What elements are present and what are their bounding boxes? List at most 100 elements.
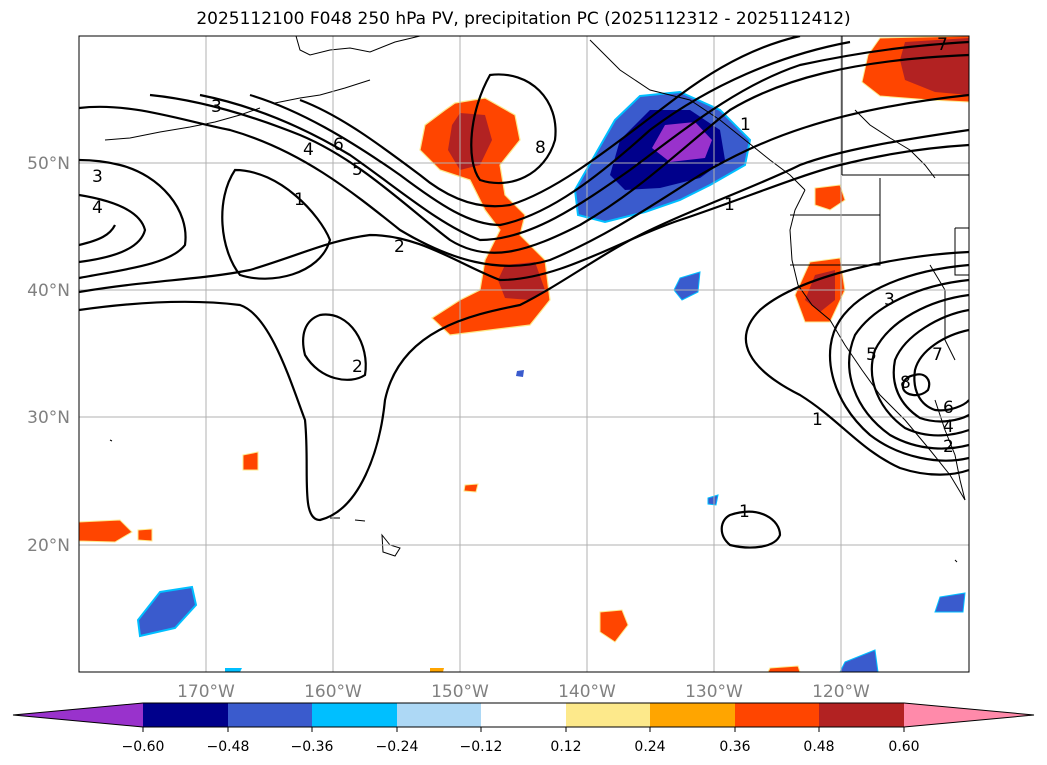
- colorbar-extend-max: [904, 703, 1034, 727]
- colorbar-tick-label: 0.24: [634, 739, 665, 755]
- colorbar: −0.60 −0.48 −0.36 −0.24 −0.12 0.12 0.24 …: [12, 702, 1035, 755]
- precip-negative-region: [934, 592, 966, 613]
- lon-tick-label: 140°W: [558, 682, 616, 702]
- contour-label: 3: [884, 290, 895, 310]
- pv-contour: [470, 73, 557, 185]
- colorbar-tick-label: 0.60: [888, 739, 919, 755]
- map-title: 2025112100 F048 250 hPa PV, precipitatio…: [196, 9, 851, 29]
- pv-contour: [870, 293, 969, 437]
- pv-contour: [913, 328, 969, 412]
- precip-positive-region: [463, 483, 479, 493]
- pv-contour: [79, 143, 969, 294]
- contour-label: 8: [535, 138, 546, 158]
- pv-contour: [79, 93, 969, 267]
- lat-tick-label: 50°N: [27, 154, 70, 174]
- map-frame: [78, 35, 970, 673]
- contour-label: 6: [943, 398, 954, 418]
- colorbar-segment: [397, 703, 481, 727]
- contour-label: 2: [943, 437, 954, 457]
- colorbar-tick-label: 0.36: [719, 739, 750, 755]
- colorbar-segment: [650, 703, 735, 727]
- colorbar-segment: [566, 703, 650, 727]
- pv-contours: [79, 36, 969, 549]
- pv-contour: [79, 128, 969, 522]
- precip-negative-region: [516, 370, 524, 377]
- colorbar-tick-label: −0.12: [460, 739, 503, 755]
- precip-positive-core: [805, 270, 835, 312]
- colorbar-tick-label: −0.60: [122, 739, 165, 755]
- pv-contour: [848, 278, 969, 450]
- contour-label: 1: [294, 190, 305, 210]
- pv-contour: [901, 373, 931, 397]
- contour-label: 2: [394, 237, 405, 257]
- pv-contour: [79, 193, 147, 264]
- contour-label: 4: [303, 140, 314, 160]
- pv-contour: [79, 158, 187, 280]
- coastlines: [104, 36, 969, 563]
- lon-tick-label: 130°W: [685, 682, 743, 702]
- pv-contour: [299, 36, 801, 208]
- precip-positive-region: [599, 609, 629, 643]
- precip-negative-region: [673, 271, 701, 301]
- contour-label: 7: [937, 35, 948, 55]
- contour-label: 4: [92, 198, 103, 218]
- colorbar-tick-label: −0.36: [291, 739, 334, 755]
- colorbar-segment: [735, 703, 819, 727]
- pv-contour: [892, 308, 969, 423]
- precip-negative-region: [707, 494, 719, 506]
- colorbar-segment: [481, 703, 566, 727]
- precip-positive-region: [814, 184, 846, 211]
- pv-contour: [79, 224, 116, 247]
- contour-label: 3: [211, 97, 222, 117]
- pv-contour: [720, 510, 782, 549]
- precip-positive-region: [242, 451, 259, 471]
- precip-anomaly-layer: [79, 36, 969, 672]
- lon-tick-label: 150°W: [431, 682, 489, 702]
- lon-tick-label: 170°W: [177, 682, 235, 702]
- contour-labels: 3 4 3 6 5 4 8 1 2 2 1 1 1 3 5 7 8 6 4 2 …: [92, 35, 954, 522]
- contour-label: 5: [352, 160, 363, 180]
- pv-contour: [828, 263, 969, 462]
- lat-tick-label: 20°N: [27, 536, 70, 556]
- contour-label: 8: [900, 373, 911, 393]
- contour-label: 3: [92, 167, 103, 187]
- colorbar-tick-label: 0.12: [550, 739, 581, 755]
- colorbar-segment: [228, 703, 312, 727]
- lat-tick-label: 30°N: [27, 408, 70, 428]
- precip-negative-core: [652, 122, 712, 162]
- precip-negative-region: [225, 668, 242, 672]
- pv-contour: [249, 40, 851, 227]
- contour-label: 6: [333, 135, 344, 155]
- colorbar-tick-label: −0.24: [376, 739, 419, 755]
- contour-label: 1: [724, 195, 735, 215]
- precip-positive-region: [767, 665, 801, 672]
- colorbar-segment: [819, 703, 904, 727]
- contour-label: 1: [739, 502, 750, 522]
- pv-contour: [744, 250, 969, 476]
- precip-positive-core: [900, 38, 969, 95]
- pv-contour: [149, 53, 969, 254]
- contour-label: 2: [352, 357, 363, 377]
- pv-contour: [199, 40, 969, 242]
- precip-positive-region: [430, 668, 444, 672]
- lat-tick-label: 40°N: [27, 281, 70, 301]
- colorbar-tick-marks: [142, 727, 905, 732]
- map-background: [79, 36, 969, 672]
- precip-negative-region: [136, 585, 198, 638]
- pv-contour: [302, 313, 367, 381]
- precip-positive-region: [137, 528, 153, 542]
- colorbar-tick-label: 0.48: [803, 739, 834, 755]
- lon-tick-label: 160°W: [304, 682, 362, 702]
- precip-positive-region: [79, 519, 133, 543]
- longitude-ticks: 170°W 160°W 150°W 140°W 130°W 120°W: [177, 682, 870, 702]
- contour-label: 1: [740, 115, 751, 135]
- colorbar-segment: [143, 703, 228, 727]
- colorbar-tick-label: −0.48: [207, 739, 250, 755]
- colorbar-extend-min: [13, 703, 143, 727]
- precip-positive-core: [448, 113, 492, 170]
- contour-label: 5: [866, 345, 877, 365]
- colorbar-segment: [312, 703, 397, 727]
- contour-label: 1: [812, 410, 823, 430]
- precip-negative-region: [839, 649, 879, 672]
